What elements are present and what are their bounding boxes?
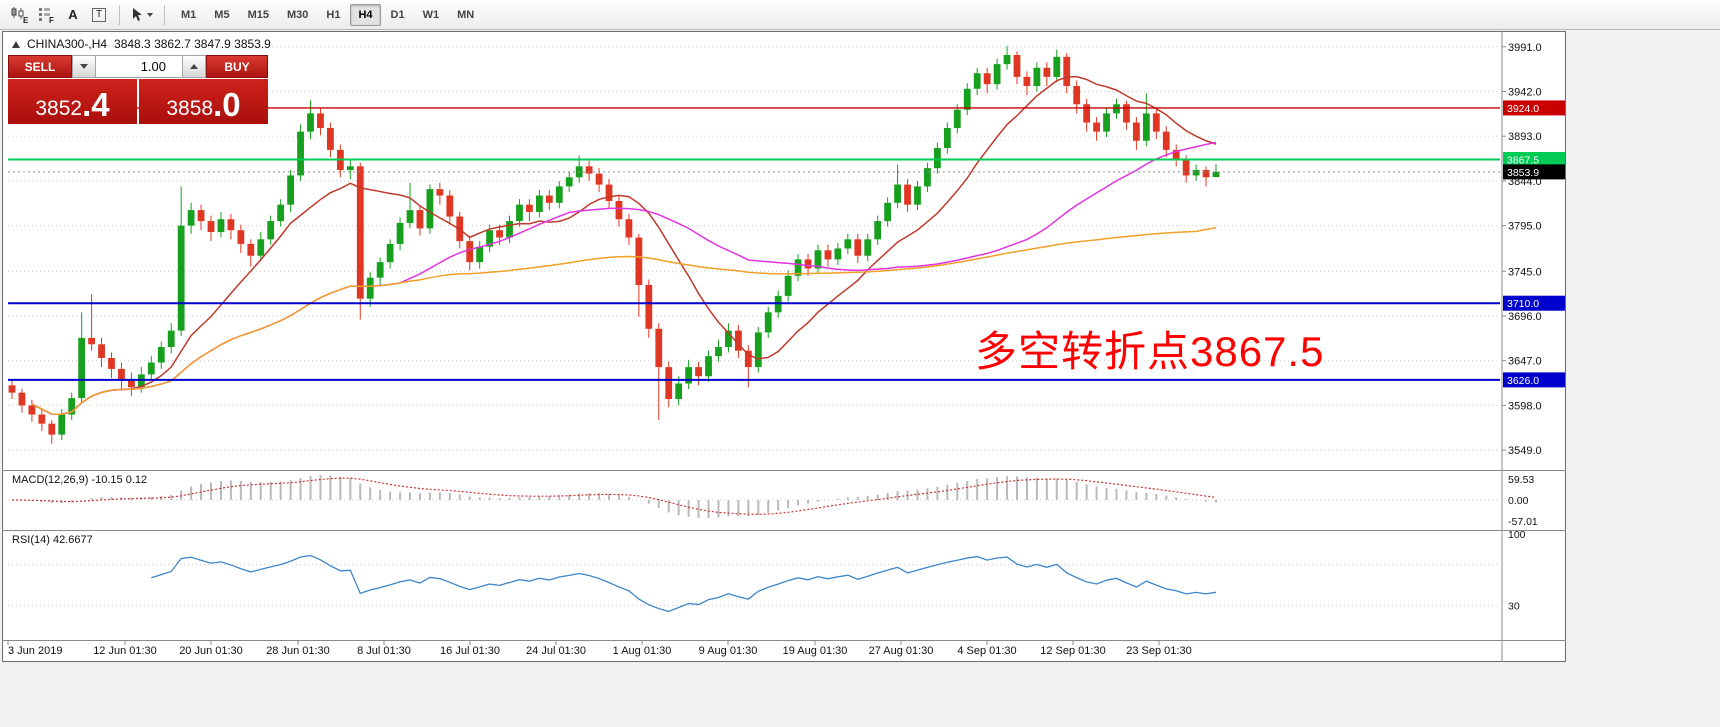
sell-price-display[interactable]: 3852.4 — [8, 79, 137, 124]
volume-decrease-button[interactable] — [72, 55, 96, 78]
text-tool-button[interactable]: A — [60, 3, 86, 27]
buy-button[interactable]: BUY — [206, 55, 268, 78]
one-click-toggle-icon[interactable] — [12, 40, 20, 48]
toolbar-separator — [119, 4, 120, 25]
volume-increase-button[interactable] — [182, 55, 206, 78]
chart-header: CHINA300-,H4 3848.3 3862.7 3847.9 3853.9 — [12, 37, 271, 51]
tf-w1[interactable]: W1 — [415, 4, 448, 26]
tf-m5[interactable]: M5 — [206, 4, 237, 26]
chart-title: CHINA300-,H4 — [27, 37, 108, 51]
sell-price-main: 3852 — [35, 97, 83, 120]
icon-badge-f: F — [49, 16, 54, 24]
tf-m15[interactable]: M15 — [240, 4, 277, 26]
chart-window[interactable] — [2, 31, 1566, 662]
textbox-tool-icon: T — [91, 7, 107, 22]
buy-price-frac: .0 — [213, 85, 241, 123]
chart-annotation: 多空转折点3867.5 — [975, 328, 1325, 375]
cursor-arrow-icon — [133, 8, 142, 21]
grid-list-icon: F — [39, 7, 54, 24]
volume-input[interactable] — [96, 55, 182, 78]
buy-price-main: 3858 — [166, 97, 214, 120]
chart-ohlc-values: 3848.3 3862.7 3847.9 3853.9 — [114, 37, 271, 51]
macd-label: MACD(12,26,9) -10.15 0.12 — [12, 474, 148, 486]
tf-m1[interactable]: M1 — [173, 4, 204, 26]
rsi-label: RSI(14) 42.6677 — [12, 534, 93, 546]
sell-price-frac: .4 — [82, 85, 110, 123]
chevron-down-icon — [147, 12, 153, 17]
buy-price-display[interactable]: 3858.0 — [139, 79, 268, 124]
arrow-up-icon — [190, 64, 198, 69]
sell-button[interactable]: SELL — [8, 55, 72, 78]
tf-h4[interactable]: H4 — [350, 3, 381, 26]
indicator-list-button[interactable]: F — [33, 3, 60, 27]
tf-h1[interactable]: H1 — [318, 4, 348, 26]
icon-badge-e: E — [23, 16, 29, 24]
cursor-tool-button[interactable] — [127, 3, 157, 27]
one-click-trade-panel: SELL BUY 3852.4 3858.0 — [8, 55, 268, 124]
chart-profile-button[interactable]: E — [6, 3, 33, 27]
tf-mn[interactable]: MN — [449, 4, 482, 26]
text-tool-icon: A — [68, 7, 78, 22]
tf-m30[interactable]: M30 — [279, 4, 316, 26]
toolbar-separator — [164, 4, 165, 25]
textbox-tool-button[interactable]: T — [86, 3, 112, 27]
tf-d1[interactable]: D1 — [383, 4, 413, 26]
arrow-down-icon — [80, 64, 88, 69]
candlestick-chart-icon: E — [11, 6, 29, 24]
toolbar: E F A T M1 M5 M15 M30 H1 H4 D1 W1 MN — [0, 0, 1720, 30]
